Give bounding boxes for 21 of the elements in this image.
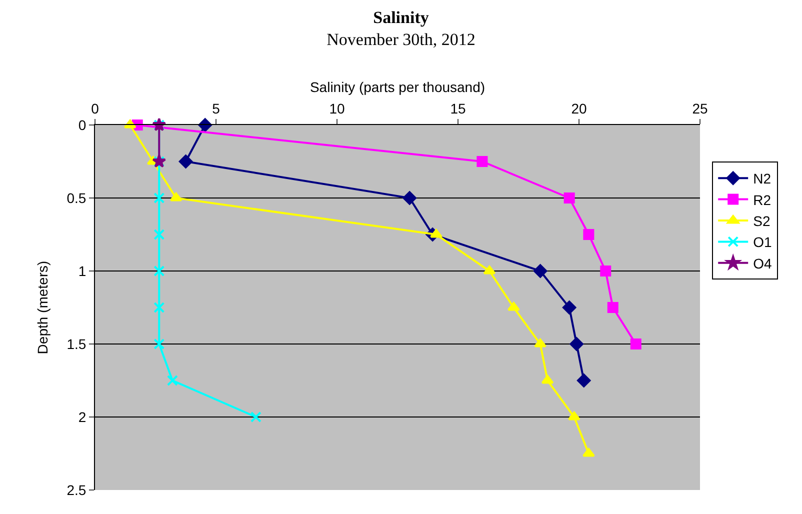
legend-label: S2 [753,212,770,229]
x-axis-title: Salinity (parts per thousand) [310,79,486,95]
legend-label: R2 [753,192,772,208]
x-tick-label: 20 [571,100,587,116]
y-tick-label: 2.5 [66,482,86,498]
y-tick-label: 1.5 [66,336,86,352]
legend-label: O4 [753,255,772,272]
legend-label: N2 [753,170,772,187]
y-tick-label: 0.5 [66,190,86,206]
y-tick-label: 2 [78,408,86,425]
x-tick-label: 10 [329,100,345,116]
x-tick-label: 0 [91,100,100,116]
y-tick-label: 1 [78,262,86,279]
y-axis-title: Depth (meters) [34,260,50,354]
chart-title: Salinity [373,8,430,28]
x-tick-label: 5 [212,100,220,116]
chart-subtitle: November 30th, 2012 [326,30,476,50]
y-tick-label: 0 [78,116,86,133]
legend-label: O1 [753,234,772,250]
x-tick-label: 25 [692,100,708,116]
x-tick-label: 15 [450,100,466,116]
